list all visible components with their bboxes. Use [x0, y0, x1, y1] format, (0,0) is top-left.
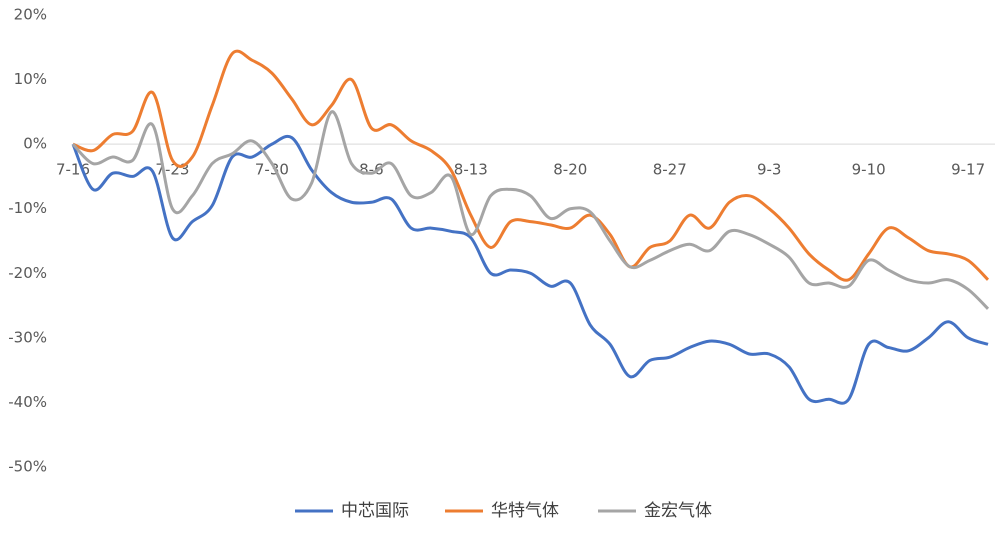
y-tick-label: 20%: [14, 6, 47, 24]
x-tick-label: 8-20: [553, 161, 587, 179]
x-tick-label: 9-3: [757, 161, 782, 179]
y-tick-label: -50%: [8, 458, 47, 476]
x-tick-label: 8-13: [454, 161, 488, 179]
y-tick-label: -40%: [8, 393, 47, 411]
legend: 中芯国际 华特气体 金宏气体: [295, 501, 712, 521]
y-tick-label: -10%: [8, 199, 47, 217]
x-tick-label: 7-30: [255, 161, 289, 179]
x-tick-label: 9-17: [951, 161, 985, 179]
x-tick-label: 9-10: [852, 161, 886, 179]
y-tick-label: 0%: [23, 135, 47, 153]
y-tick-label: -20%: [8, 264, 47, 282]
legend-label: 华特气体: [491, 501, 559, 521]
series-line: [72, 49, 990, 282]
x-tick-label: 7-23: [155, 161, 189, 179]
y-tick-label: -30%: [8, 328, 47, 346]
legend-label: 中芯国际: [341, 501, 409, 521]
series-line: [71, 110, 990, 310]
y-tick-label: 10%: [14, 70, 47, 88]
x-tick-label: 8-27: [653, 161, 687, 179]
series-line: [71, 134, 989, 405]
legend-label: 金宏气体: [644, 501, 712, 521]
